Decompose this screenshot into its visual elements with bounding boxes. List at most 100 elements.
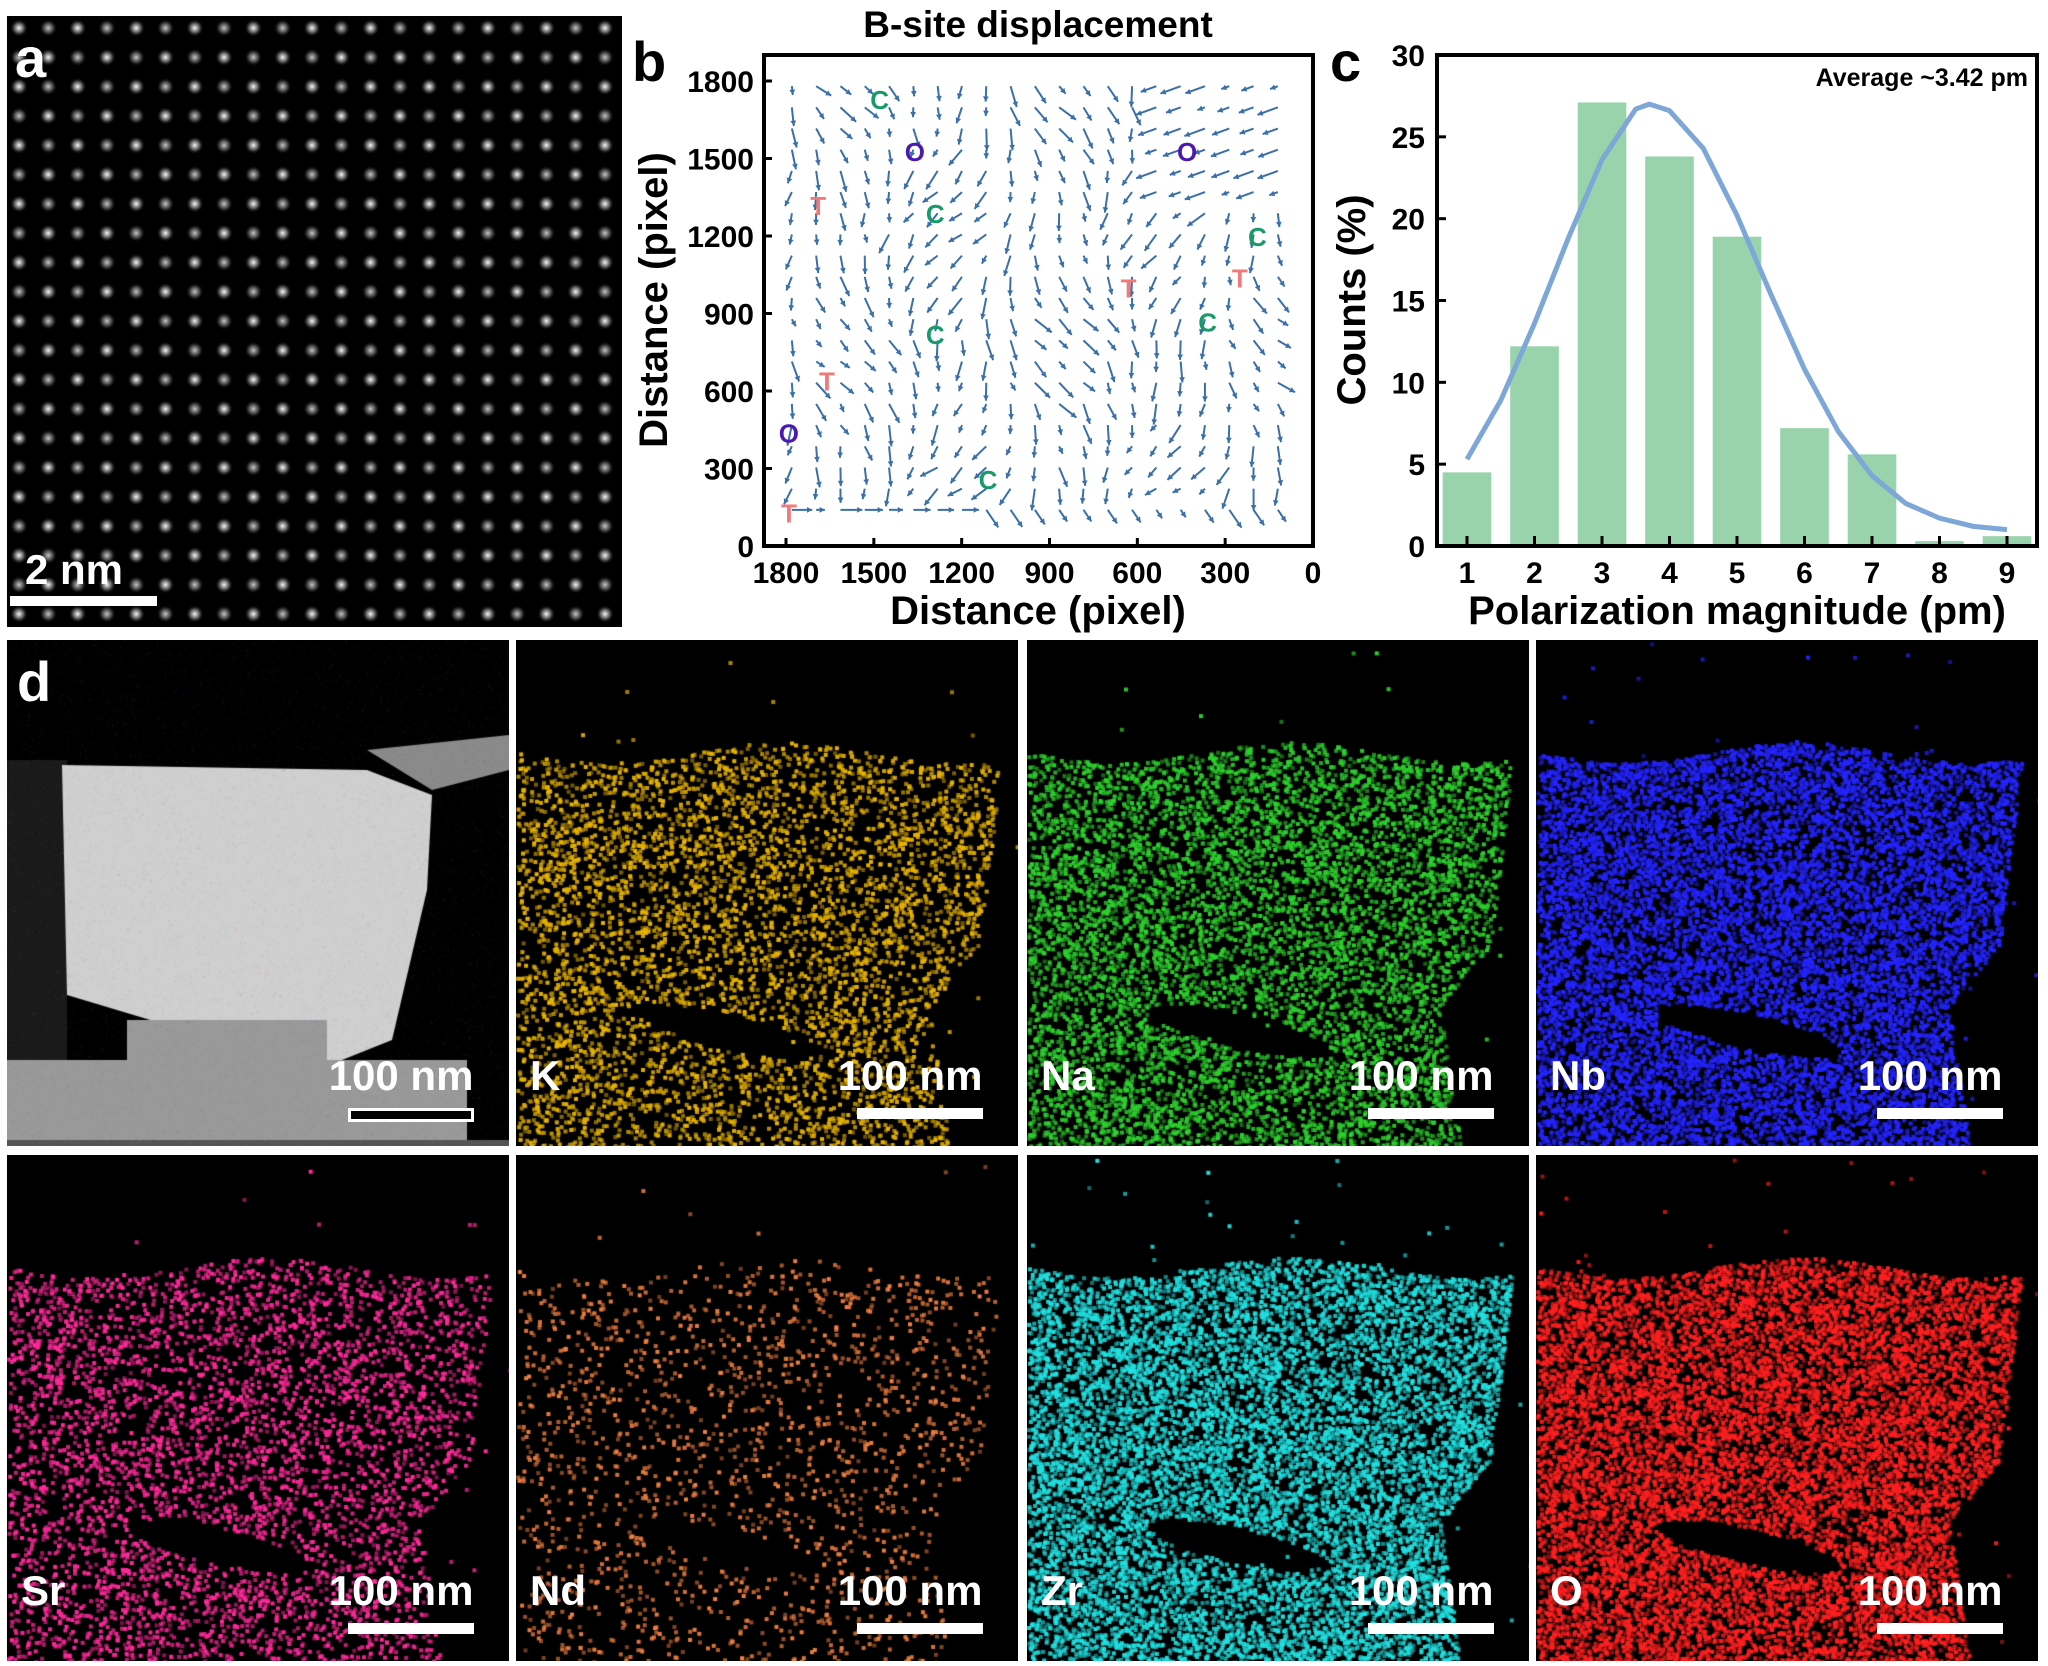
arrow-head bbox=[1005, 472, 1012, 479]
arrow-head bbox=[1007, 428, 1014, 434]
arrow-head bbox=[1045, 326, 1052, 333]
element-label: O bbox=[1550, 1566, 1583, 1614]
arrow-head bbox=[907, 242, 914, 249]
arrow-head bbox=[1104, 177, 1111, 183]
arrow-head bbox=[837, 239, 844, 246]
arrow-head bbox=[926, 183, 932, 190]
arrow-head bbox=[845, 89, 852, 95]
arrow-head bbox=[842, 345, 849, 352]
arrow-head bbox=[1032, 439, 1039, 445]
eds-map-nb: Nb 100 nm bbox=[1536, 640, 2038, 1146]
arrow-head bbox=[935, 365, 942, 371]
arrow-head bbox=[844, 324, 851, 331]
arrow-head bbox=[1254, 365, 1261, 372]
chart-b-frame bbox=[762, 53, 1315, 548]
scale-bar-label: 100 nm bbox=[328, 1051, 474, 1099]
arrow-head bbox=[948, 159, 955, 166]
arrow-head bbox=[877, 506, 883, 513]
arrow-head bbox=[1253, 405, 1260, 412]
arrow-head bbox=[925, 241, 932, 248]
arrow-head bbox=[1112, 95, 1119, 102]
arrow-head bbox=[974, 216, 981, 222]
arrow-head bbox=[1011, 371, 1017, 378]
arrow-head bbox=[1156, 512, 1163, 519]
arrow-head bbox=[1277, 436, 1283, 443]
arrow-head bbox=[1067, 136, 1074, 143]
arrow-head bbox=[1085, 183, 1091, 190]
arrow-head bbox=[790, 120, 797, 127]
arrow-head bbox=[807, 506, 813, 513]
arrow-head bbox=[824, 392, 831, 399]
arrow-head bbox=[1123, 198, 1129, 205]
arrow-head bbox=[1086, 515, 1092, 522]
element-distribution bbox=[1027, 640, 1529, 1146]
arrow-head bbox=[1044, 391, 1051, 398]
arrow-head bbox=[1277, 479, 1284, 486]
arrow-head bbox=[1141, 262, 1148, 269]
arrow-head bbox=[1035, 414, 1042, 420]
arrow-head bbox=[837, 497, 844, 503]
x-tick-label: 1 bbox=[1459, 557, 1476, 590]
arrow-head bbox=[915, 352, 922, 359]
arrow-head bbox=[1201, 282, 1208, 288]
arrow-head bbox=[842, 185, 848, 192]
arrow-head bbox=[933, 325, 940, 332]
arrow-head bbox=[1130, 325, 1137, 332]
eds-map-na: Na 100 nm bbox=[1027, 640, 1529, 1146]
scale-bar bbox=[1368, 1623, 1494, 1635]
arrow-head bbox=[1187, 172, 1194, 178]
y-tick-label: 600 bbox=[704, 376, 754, 409]
x-tick-label: 3 bbox=[1594, 557, 1611, 590]
arrow-head bbox=[1225, 259, 1231, 266]
scale-bar bbox=[348, 1623, 474, 1635]
x-tick-label: 0 bbox=[1305, 557, 1322, 590]
arrow-head bbox=[1199, 488, 1206, 495]
arrow-head bbox=[1105, 264, 1112, 270]
arrow-head bbox=[1236, 193, 1243, 200]
arrow-head bbox=[992, 521, 999, 528]
arrow-head bbox=[985, 333, 992, 340]
arrow-head bbox=[1197, 243, 1203, 250]
arrow-head bbox=[815, 323, 822, 330]
scale-bar bbox=[1368, 1108, 1494, 1120]
arrow-head bbox=[1211, 172, 1218, 179]
x-tick-label: 9 bbox=[1999, 557, 2016, 590]
arrow-head bbox=[1099, 223, 1106, 230]
arrow-head bbox=[1169, 170, 1176, 176]
arrow-head bbox=[1120, 243, 1126, 250]
arrow-head bbox=[869, 348, 875, 355]
arrow-head bbox=[1199, 353, 1206, 360]
arrow-head bbox=[1057, 429, 1063, 435]
arrow-head bbox=[842, 157, 848, 164]
arrow-head bbox=[1184, 194, 1191, 201]
arrow-head bbox=[1221, 84, 1228, 90]
arrow-head bbox=[1111, 517, 1118, 524]
arrow-head bbox=[1150, 395, 1157, 402]
arrow-head bbox=[1087, 304, 1094, 310]
arrow-head bbox=[1089, 385, 1096, 392]
arrow-head bbox=[885, 264, 892, 270]
arrow-head bbox=[1150, 450, 1156, 457]
arrow-head bbox=[1128, 372, 1135, 379]
arrow-head bbox=[792, 163, 798, 170]
arrow-head bbox=[1199, 328, 1205, 335]
x-tick-label: 7 bbox=[1864, 557, 1881, 590]
arrow-head bbox=[930, 439, 937, 446]
arrow-head bbox=[813, 239, 820, 245]
y-tick-label: 1800 bbox=[687, 66, 754, 99]
arrow-head bbox=[904, 266, 910, 273]
haadf-overview-image: d 100 nm bbox=[7, 640, 509, 1146]
arrow-head bbox=[1150, 425, 1157, 432]
panel-label-d: d bbox=[17, 650, 52, 713]
arrow-head bbox=[1070, 412, 1077, 418]
arrow-head bbox=[1240, 150, 1247, 156]
arrow-head bbox=[1056, 225, 1062, 231]
arrow-head bbox=[886, 302, 893, 309]
arrow-head bbox=[1148, 471, 1154, 478]
arrow-head bbox=[839, 406, 845, 413]
arrow-head bbox=[981, 429, 987, 436]
y-tick-label: 30 bbox=[1392, 40, 1425, 73]
domain-label: C bbox=[926, 320, 945, 350]
atomic-lattice-image bbox=[7, 16, 622, 627]
arrow-head bbox=[1056, 237, 1063, 244]
